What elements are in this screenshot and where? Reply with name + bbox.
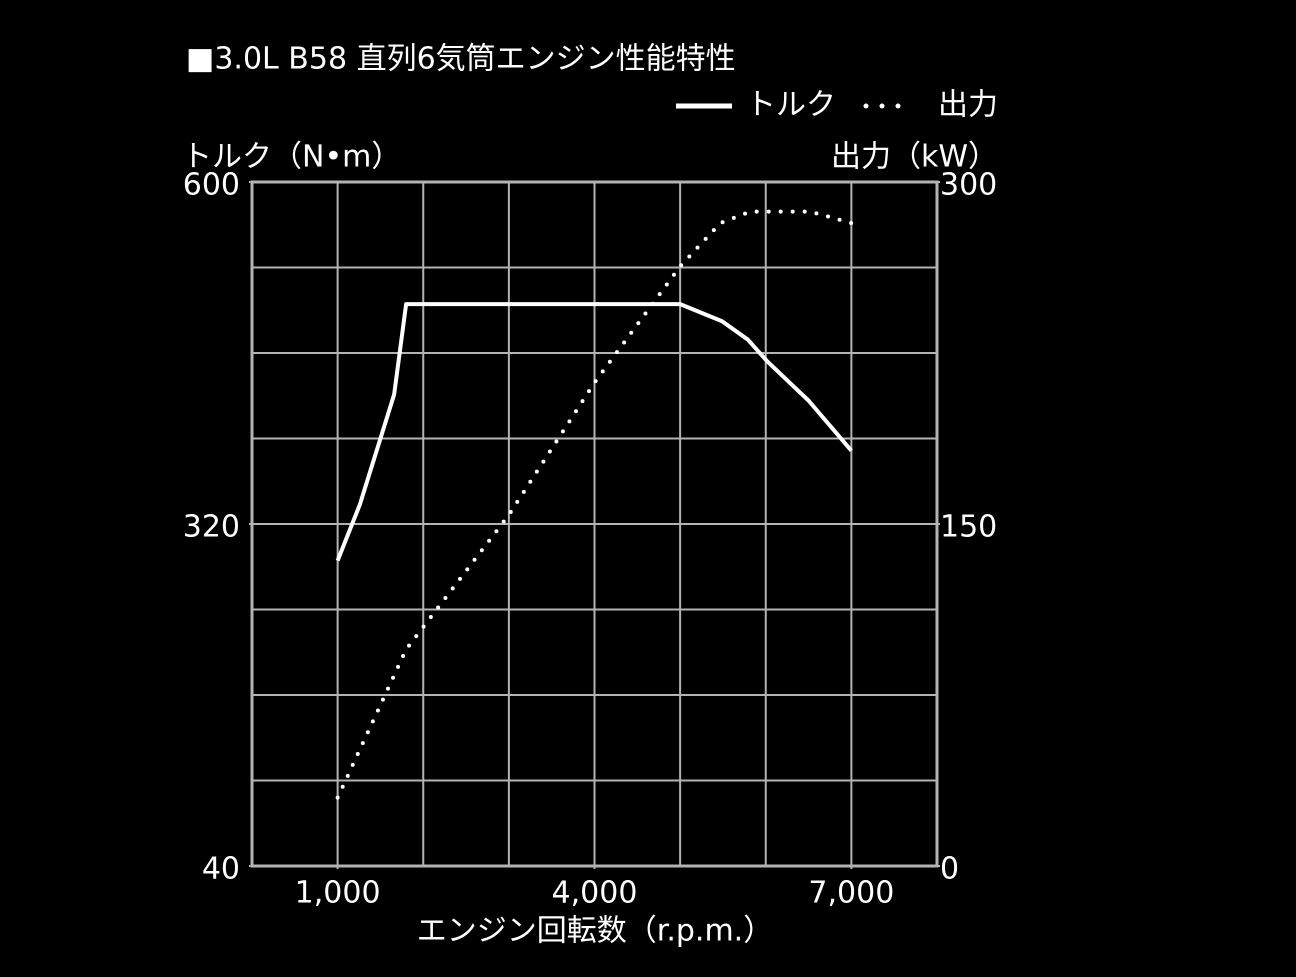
y-tick-label: 320 — [183, 510, 240, 545]
y-axis-label: トルク（N•m） — [182, 140, 401, 175]
chart-title: ■3.0L B58 直列6気筒エンジン性能特性 — [186, 42, 736, 77]
legend-label: 出力 — [938, 88, 998, 123]
y2-tick-label: 150 — [940, 510, 997, 545]
y-tick-label: 40 — [202, 852, 240, 887]
x-axis-label: エンジン回転数（r.p.m.） — [417, 914, 773, 949]
y-tick-label: 600 — [183, 168, 240, 203]
series-line — [335, 209, 854, 800]
y2-axis-label: 出力（kW） — [831, 140, 998, 175]
x-tick-label: 1,000 — [295, 876, 381, 911]
y2-tick-label: 0 — [940, 852, 959, 887]
x-tick-label: 7,000 — [808, 876, 894, 911]
y2-tick-label: 300 — [940, 168, 997, 203]
series-line — [335, 302, 853, 562]
legend-label: トルク — [746, 88, 836, 123]
x-tick-label: 4,000 — [552, 876, 638, 911]
